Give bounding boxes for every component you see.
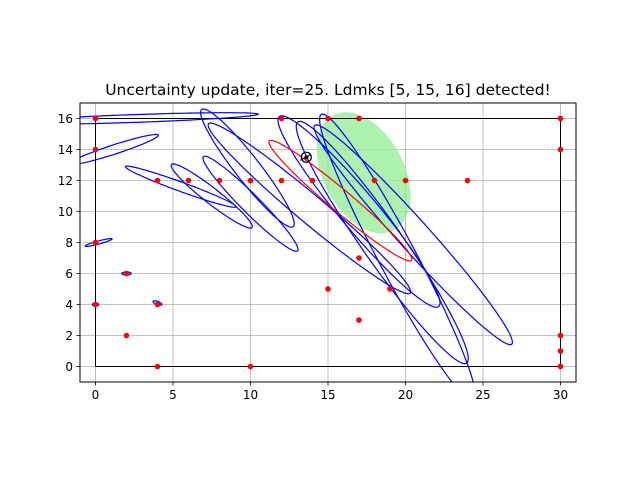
chart-title: Uncertainty update, iter=25. Ldmks [5, 1… xyxy=(105,81,551,99)
landmark-point xyxy=(557,115,564,122)
landmark-point xyxy=(278,177,285,184)
landmark-point xyxy=(92,301,99,308)
pose-ellipse-layer xyxy=(268,139,413,262)
landmark-point xyxy=(387,286,393,292)
x-tick-label: 30 xyxy=(553,388,568,402)
y-tick-label: 8 xyxy=(65,236,73,250)
y-tick-label: 2 xyxy=(65,329,73,343)
landmark-point xyxy=(356,255,362,261)
landmark-point xyxy=(309,177,316,184)
landmark-point xyxy=(247,177,254,184)
robot-layer xyxy=(299,151,312,163)
landmark-point xyxy=(464,177,471,184)
pose-uncertainty-ellipse xyxy=(268,139,413,262)
y-tick-label: 16 xyxy=(58,112,73,126)
landmark-ellipses-layer xyxy=(80,108,514,382)
landmark-point xyxy=(154,363,161,370)
robot-pose-center xyxy=(304,155,309,160)
landmark-uncertainty-ellipse xyxy=(170,163,253,229)
landmark-point xyxy=(92,115,99,122)
landmark-point xyxy=(123,332,130,339)
robot-covariance-ellipse xyxy=(316,112,411,234)
landmark-point xyxy=(557,146,564,153)
y-tick-label: 12 xyxy=(58,174,73,188)
robot-covariance-layer xyxy=(316,112,411,234)
landmark-uncertainty-ellipse xyxy=(295,120,469,365)
landmark-uncertainty-ellipse xyxy=(124,165,237,208)
plot-area xyxy=(80,108,564,382)
landmark-uncertainty-ellipse xyxy=(200,108,295,228)
robot-pose-marker xyxy=(300,151,312,163)
landmark-uncertainty-ellipse xyxy=(80,112,260,125)
landmark-point xyxy=(557,348,564,354)
landmark-point xyxy=(247,363,254,370)
y-tick-label: 0 xyxy=(65,360,73,374)
landmark-point xyxy=(278,115,285,122)
x-tick-label: 5 xyxy=(169,388,177,402)
landmark-point xyxy=(92,239,99,246)
landmark-point xyxy=(216,177,223,184)
y-tick-label: 10 xyxy=(58,205,73,219)
landmark-uncertainty-ellipse xyxy=(318,113,474,382)
landmark-point xyxy=(356,115,362,122)
landmarks-layer xyxy=(92,115,564,370)
landmark-point xyxy=(557,332,564,339)
landmark-point xyxy=(123,270,130,277)
x-tick-label: 10 xyxy=(243,388,258,402)
landmark-point xyxy=(402,177,409,184)
landmark-point xyxy=(325,286,331,292)
landmark-point xyxy=(356,317,362,323)
x-tick-label: 25 xyxy=(475,388,490,402)
x-tick-label: 20 xyxy=(398,388,413,402)
landmark-point xyxy=(154,177,161,184)
y-tick-label: 6 xyxy=(65,267,73,281)
landmark-point xyxy=(154,301,161,308)
landmark-point xyxy=(371,177,378,184)
landmark-point xyxy=(325,115,331,122)
x-tick-label: 0 xyxy=(92,388,100,402)
y-tick-label: 4 xyxy=(65,298,73,312)
landmark-point xyxy=(185,177,192,184)
landmark-uncertainty-ellipse xyxy=(313,124,514,346)
y-tick-label: 14 xyxy=(58,143,73,157)
landmark-point xyxy=(92,146,99,153)
x-tick-label: 15 xyxy=(320,388,335,402)
landmark-point xyxy=(557,363,564,370)
ticks-layer: 0 5 10 15 20 25 30 0 2 4 6 8 10 12 14 16 xyxy=(58,112,568,402)
landmark-uncertainty-ellipse xyxy=(84,238,113,247)
landmark-uncertainty-ellipse xyxy=(80,133,159,165)
